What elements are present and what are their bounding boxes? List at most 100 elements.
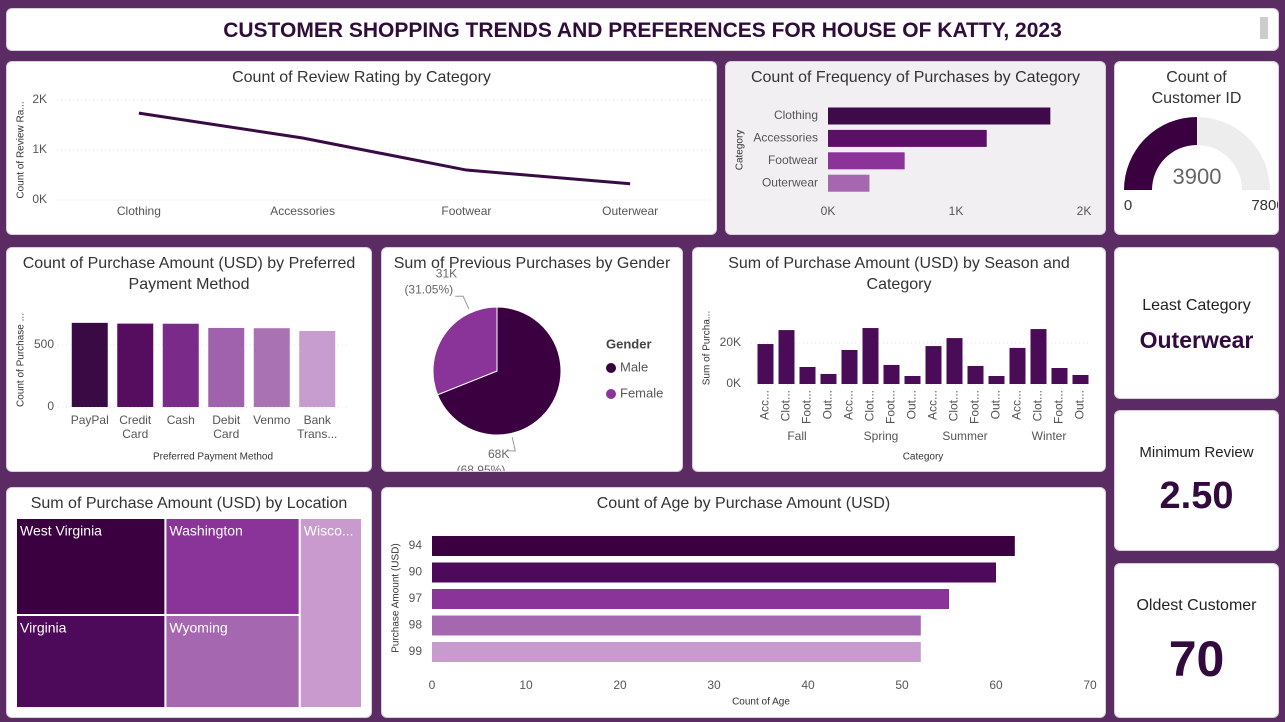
y-tick-label: 98 xyxy=(409,618,423,632)
y-axis-title: Category xyxy=(735,130,746,171)
bar xyxy=(862,328,879,384)
card-label: Least Category xyxy=(1142,297,1251,314)
legend-label: Female xyxy=(620,385,663,400)
dashboard-title: CUSTOMER SHOPPING TRENDS AND PREFERENCES… xyxy=(223,19,1062,42)
tile-label: West Virginia xyxy=(20,523,102,539)
sub-category-label: Clot... xyxy=(863,390,877,421)
data-label: 31K xyxy=(436,266,457,280)
data-label: 68K xyxy=(488,447,509,461)
bar xyxy=(162,323,199,407)
x-tick-label: 50 xyxy=(895,678,909,692)
legend-label: Male xyxy=(620,359,648,374)
x-tick-label: 20 xyxy=(613,678,627,692)
sub-category-label: Clot... xyxy=(779,390,793,421)
x-tick-label: Outerwear xyxy=(602,204,658,218)
leader-line xyxy=(455,295,470,310)
card-label: Oldest Customer xyxy=(1136,597,1257,614)
bar xyxy=(799,366,816,384)
y-tick-label: 97 xyxy=(409,591,423,605)
card-value: Outerwear xyxy=(1139,327,1254,353)
card-label: Minimum Review xyxy=(1139,444,1254,461)
frequency-bar-panel: Count of Frequency of Purchases by Categ… xyxy=(726,62,1105,234)
bar xyxy=(432,589,949,609)
x-tick-label: Summer xyxy=(942,429,987,443)
sub-category-label: Out... xyxy=(905,390,919,419)
chart: 0K 1K 2K Clothing Accessories Footwear Outerwe… xyxy=(16,92,712,218)
chart: 68K (68.95%) Male 31K (31.05%) Female Gender xyxy=(404,266,663,471)
bar xyxy=(117,323,154,407)
treemap-tile xyxy=(164,613,301,709)
x-axis-title: Preferred Payment Method xyxy=(153,452,273,463)
bar xyxy=(925,346,942,384)
sub-category-label: Acc... xyxy=(758,390,772,420)
kpi-card: Least Category Outerwear xyxy=(1115,248,1278,398)
bar xyxy=(1072,374,1089,384)
sub-category-label: Foot... xyxy=(800,390,814,424)
chart: 0K 20K Acc... Clot... Foot... Out... Fall Acc..… xyxy=(702,311,1091,463)
chart: 3900 0 7800 xyxy=(1124,117,1278,214)
chart-title: Sum of Purchase Amount (USD) by Season a… xyxy=(728,255,1070,293)
x-tick-label: 1K xyxy=(949,204,964,218)
bar xyxy=(253,328,290,407)
y-tick-label: Accessories xyxy=(753,131,818,145)
sub-category-label: Foot... xyxy=(1052,390,1066,424)
chart-title: Sum of Purchase Amount (USD) by Location xyxy=(30,495,348,512)
y-tick-label: Clothing xyxy=(774,108,818,122)
legend-marker xyxy=(606,389,616,399)
y-axis-title: Count of Purchase ... xyxy=(16,313,27,407)
sub-category-label: Acc... xyxy=(842,390,856,420)
bar xyxy=(208,327,245,407)
sub-category-label: Acc... xyxy=(1010,390,1024,420)
bar xyxy=(820,373,837,384)
y-tick-label: 99 xyxy=(409,644,423,658)
x-tick-label: Venmo xyxy=(253,413,291,427)
bar xyxy=(1051,368,1068,384)
chart-title: Sum of Previous Purchases by Gender xyxy=(393,255,671,272)
data-label: (68.95%) xyxy=(457,463,506,471)
y-axis-title: Count of Review Ra... xyxy=(16,101,27,198)
sub-category-label: Clot... xyxy=(1031,390,1045,421)
sub-category-label: Foot... xyxy=(884,390,898,424)
sub-category-label: Out... xyxy=(989,390,1003,419)
treemap-tile xyxy=(164,517,301,616)
bar xyxy=(988,376,1005,384)
x-axis-title: Category xyxy=(903,452,944,463)
x-tick-label: Cash xyxy=(166,413,195,427)
x-tick-label: Clothing xyxy=(117,204,161,218)
bar xyxy=(841,349,858,384)
y-tick-label: 20K xyxy=(720,335,741,349)
chart-title: Count of Customer ID xyxy=(1151,69,1242,107)
chart-title: Count of Frequency of Purchases by Categ… xyxy=(750,69,1081,86)
bar xyxy=(432,615,921,636)
gauge-fill xyxy=(1124,117,1197,190)
y-tick-label: 1K xyxy=(32,142,47,156)
gauge-tick-label: 0 xyxy=(1124,197,1132,214)
pie-slice xyxy=(436,306,562,436)
x-tick-label: Footwear xyxy=(441,204,491,218)
sub-category-label: Clot... xyxy=(947,390,961,421)
x-axis-title: Count of Age xyxy=(732,697,790,708)
x-tick-label: Accessories xyxy=(270,204,335,218)
x-tick-label: 70 xyxy=(1083,678,1097,692)
chart: West Virginia Virginia Washington Wyoming Wi… xyxy=(15,517,364,709)
y-tick-label: 2K xyxy=(32,92,47,106)
card-value: 2.50 xyxy=(1159,475,1234,517)
bar xyxy=(828,174,870,192)
tile-label: Washington xyxy=(169,523,242,539)
bar xyxy=(967,365,984,384)
bar xyxy=(432,562,996,583)
card-value: 70 xyxy=(1168,631,1225,687)
y-tick-label: Footwear xyxy=(768,153,818,167)
chart: 0 500 Preferred Payment Method Count of Pur… xyxy=(16,313,349,463)
bar xyxy=(757,344,774,384)
x-tick-label: 0 xyxy=(429,678,436,692)
chart: 0K 1K 2K Clothing Accessories Footwear Outerwe… xyxy=(735,107,1091,218)
sub-category-label: Out... xyxy=(1073,390,1087,419)
x-tick-label: 0K xyxy=(821,204,836,218)
data-label: (31.05%) xyxy=(404,282,453,296)
y-tick-label: Outerwear xyxy=(762,175,818,189)
pie-slice xyxy=(432,306,498,396)
treemap-tile xyxy=(298,517,364,709)
x-tick-label: Winter xyxy=(1032,429,1067,443)
bar xyxy=(1009,347,1026,384)
